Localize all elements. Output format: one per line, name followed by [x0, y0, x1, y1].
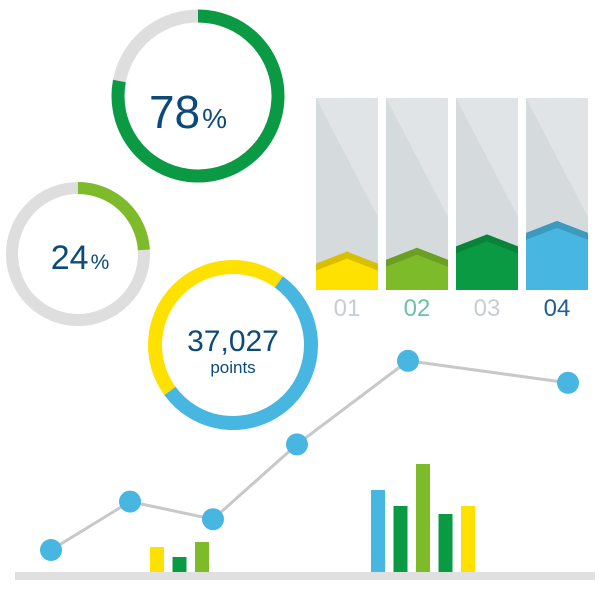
bars-large-bar-b [393, 506, 408, 572]
donut-24-unit: % [91, 251, 110, 274]
bars-large-bar-e [461, 506, 475, 572]
column-fill-01 [316, 251, 378, 290]
column-fill-02 [386, 247, 448, 290]
donut-78: 78% [111, 9, 285, 183]
column-chart: 01 02 03 04 [316, 98, 588, 322]
bars-small-bar-b [172, 557, 187, 572]
column-label-03: 03 [474, 295, 501, 322]
column-fill-03 [456, 234, 518, 290]
column-label-01: 01 [334, 295, 361, 322]
line-point-5 [397, 349, 419, 372]
donut-24-arc [77, 182, 150, 251]
column-shade-03 [456, 98, 518, 218]
donut-78-value: 78 [149, 86, 200, 138]
bar-group-large [371, 464, 475, 572]
column-shade-01 [316, 98, 378, 218]
column-label-02: 02 [404, 295, 431, 322]
bars-small-bar-c [195, 542, 209, 572]
bars-large-bar-c [416, 464, 430, 572]
line-point-4 [286, 433, 308, 456]
column-label-04: 04 [544, 295, 571, 322]
column-shade-02 [386, 98, 448, 218]
column-fill-04 [526, 220, 588, 290]
donut-24: 24% [6, 182, 150, 326]
donut-78-arc [111, 9, 285, 183]
svg-text:24%: 24% [51, 239, 110, 277]
bars-large-bar-a [371, 490, 385, 572]
baseline [15, 572, 595, 580]
line-point-6 [557, 371, 579, 394]
donut-points-segment-yellow [148, 260, 283, 395]
line-point-2 [119, 490, 141, 513]
line-series [50, 359, 569, 552]
line-chart [40, 349, 579, 561]
bars-large-bar-d [438, 514, 453, 572]
line-point-1 [40, 539, 62, 561]
donut-points: 37,027 points [148, 260, 318, 430]
donut-78-unit: % [202, 103, 227, 134]
bars-small-bar-a [150, 547, 164, 572]
column-cap-02 [386, 247, 448, 267]
donut-points-label: points [210, 358, 255, 377]
donut-points-segment-blue [164, 276, 318, 430]
column-cap-04 [526, 220, 588, 240]
donut-24-value: 24 [51, 239, 89, 277]
donut-points-value: 37,027 [187, 325, 279, 358]
column-cap-01 [316, 251, 378, 271]
line-point-3 [202, 508, 224, 531]
bar-group-small [150, 542, 209, 572]
column-shade-04 [526, 98, 588, 218]
column-cap-03 [456, 234, 518, 254]
svg-text:78%: 78% [149, 86, 227, 138]
